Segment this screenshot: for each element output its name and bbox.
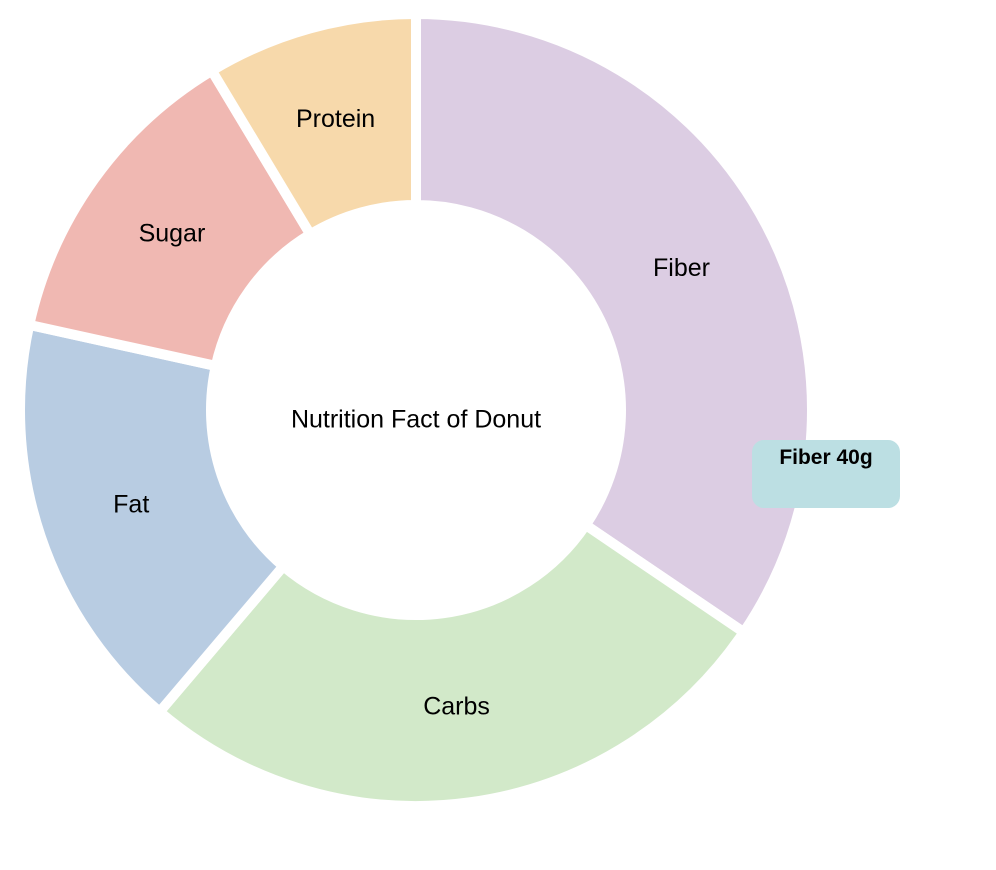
slice-label-fiber: Fiber <box>653 254 710 282</box>
slice-label-fat: Fat <box>113 491 149 519</box>
slice-protein[interactable] <box>204 8 421 242</box>
slice-label-sugar: Sugar <box>139 219 206 247</box>
slice-sugar[interactable] <box>23 63 318 372</box>
slice-fat[interactable] <box>15 318 291 719</box>
slice-carbs[interactable] <box>152 518 751 811</box>
chart-title: Nutrition Fact of Donut <box>291 406 541 434</box>
slice-label-carbs: Carbs <box>423 692 490 720</box>
tooltip: Fiber 40g <box>752 440 900 508</box>
donut-slices <box>15 8 817 811</box>
slice-label-protein: Protein <box>296 105 375 133</box>
donut-slice-labels: Fiber Carbs Fat Sugar Protein <box>113 105 710 720</box>
tooltip-text: Fiber 40g <box>779 446 873 469</box>
slice-fiber[interactable] <box>411 8 817 640</box>
